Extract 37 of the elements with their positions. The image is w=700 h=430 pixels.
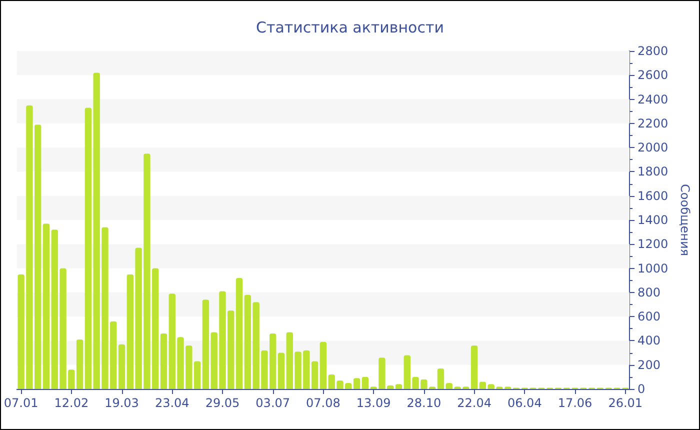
x-tick-label: 07.01 (4, 396, 38, 410)
x-tick-label: 13.09 (356, 396, 391, 410)
x-tick-label: 22.04 (457, 396, 492, 410)
bar (278, 352, 285, 389)
x-tick-label: 29.05 (205, 396, 240, 410)
y-tick-label: 2000 (638, 140, 668, 155)
x-tick-label: 23.04 (154, 396, 190, 410)
y-tick-label: 800 (638, 285, 660, 300)
y-tick-label: 0 (638, 382, 646, 396)
y-tick-label: 2200 (638, 116, 668, 130)
y-tick-label: 1200 (638, 237, 668, 252)
y-axis-title: Сообщения (678, 184, 692, 256)
x-tick-label: 19.03 (104, 396, 139, 410)
x-tick-label: 06.04 (507, 396, 542, 410)
y-tick-label: 1800 (638, 164, 668, 179)
y-tick-label: 2400 (638, 92, 668, 106)
bar (118, 344, 126, 389)
x-tick-label: 03.07 (256, 396, 290, 410)
chart-title: Статистика активности (256, 18, 444, 36)
bar (470, 346, 478, 389)
y-tick-label: 1600 (638, 188, 668, 203)
x-tick-label: 26.01 (608, 396, 643, 410)
bar (42, 224, 50, 389)
bar (236, 278, 243, 389)
bar (353, 378, 360, 389)
y-tick-label: 200 (638, 358, 660, 372)
x-tick-label: 07.08 (306, 396, 340, 410)
y-tick-label: 400 (638, 334, 660, 348)
x-tick-label: 12.02 (54, 396, 89, 410)
x-tick-label: 28.10 (406, 396, 442, 410)
y-tick-label: 2600 (638, 68, 668, 82)
y-tick-label: 1400 (638, 213, 668, 227)
y-tick-label: 2800 (638, 44, 668, 58)
x-tick-label: 17.06 (558, 396, 592, 410)
bar (160, 333, 168, 389)
y-tick-label: 600 (638, 310, 660, 324)
y-tick-label: 1000 (638, 261, 668, 276)
